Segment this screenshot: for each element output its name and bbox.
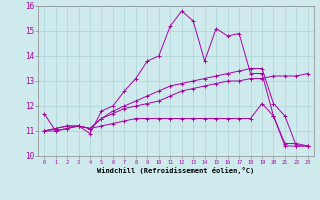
X-axis label: Windchill (Refroidissement éolien,°C): Windchill (Refroidissement éolien,°C)	[97, 167, 255, 174]
